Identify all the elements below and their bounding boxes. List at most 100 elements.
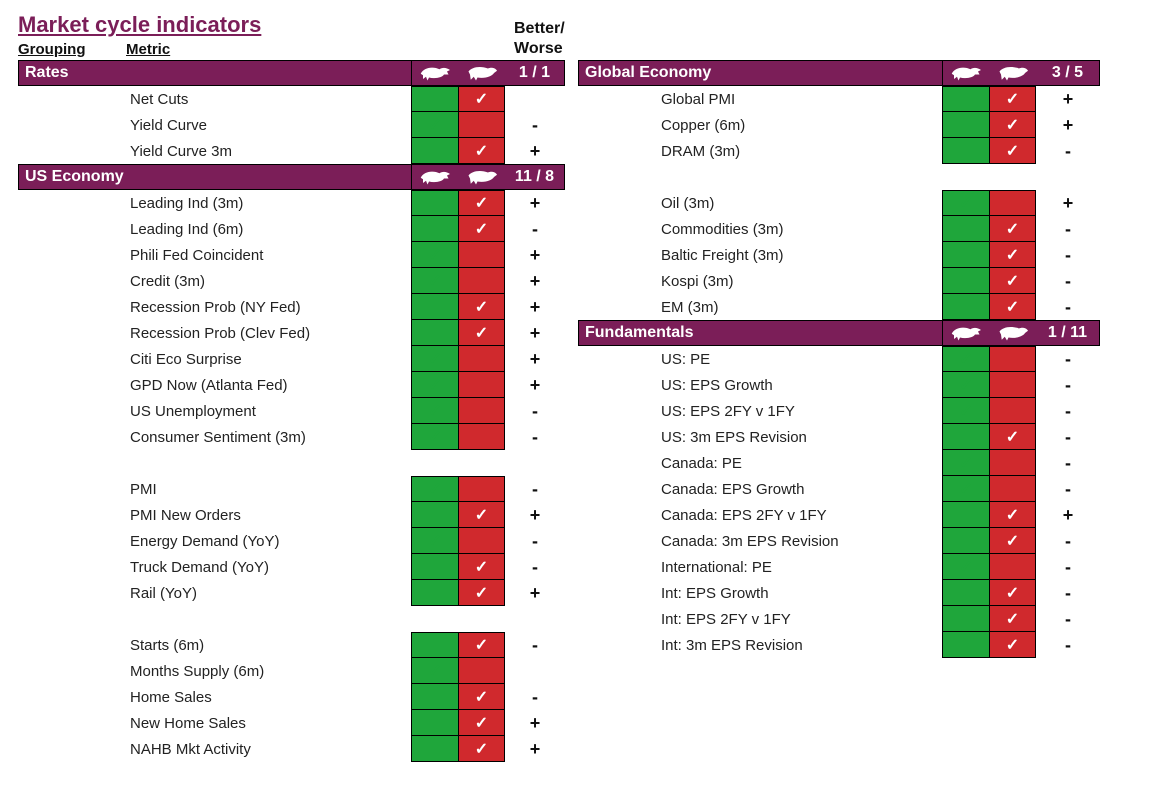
better-worse-cell: + bbox=[505, 580, 565, 606]
metric-label-cell: Net Cuts bbox=[126, 86, 411, 112]
bull-cell bbox=[411, 684, 458, 710]
table-row: Oil (3m) ✓ + bbox=[578, 190, 1132, 216]
metric-label-cell: Global PMI bbox=[657, 86, 942, 112]
better-worse-cell: - bbox=[1036, 632, 1100, 658]
better-worse-cell: - bbox=[1036, 606, 1100, 632]
metric-label-cell: Commodities (3m) bbox=[657, 216, 942, 242]
section-title: Fundamentals bbox=[578, 320, 942, 346]
better-worse-cell: - bbox=[505, 476, 565, 502]
metric-label-cell: EM (3m) bbox=[657, 294, 942, 320]
table-row: Credit (3m) ✓ + bbox=[18, 268, 608, 294]
metric-label-cell: US Unemployment bbox=[126, 398, 411, 424]
metric-label-cell: DRAM (3m) bbox=[657, 138, 942, 164]
row-pad bbox=[18, 372, 126, 398]
better-worse-cell: - bbox=[1036, 476, 1100, 502]
metric-label-cell: Copper (6m) bbox=[657, 112, 942, 138]
metric-label-cell: US: EPS 2FY v 1FY bbox=[657, 398, 942, 424]
bear-cell: ✓ bbox=[989, 138, 1036, 164]
row-pad bbox=[18, 502, 126, 528]
table-row: Consumer Sentiment (3m) ✓ - bbox=[18, 424, 608, 450]
row-pad bbox=[578, 502, 657, 528]
worse-label: Worse bbox=[514, 40, 586, 58]
bull-cell bbox=[411, 320, 458, 346]
row-pad bbox=[578, 580, 657, 606]
table-row: Recession Prob (NY Fed) ✓ + bbox=[18, 294, 608, 320]
bear-cell: ✓ bbox=[458, 216, 505, 242]
bull-cell: ✓ bbox=[942, 476, 989, 502]
bull-cell: ✓ bbox=[411, 242, 458, 268]
table-row: PMI ✓ - bbox=[18, 476, 608, 502]
metric-label-cell: Months Supply (6m) bbox=[126, 658, 411, 684]
bull-icon bbox=[417, 168, 453, 186]
bull-cell: ✓ bbox=[942, 450, 989, 476]
metric-label: Metric bbox=[126, 41, 514, 58]
row-pad bbox=[18, 112, 126, 138]
bull-cell: ✓ bbox=[411, 112, 458, 138]
metric-label-cell: US: PE bbox=[657, 346, 942, 372]
metric-label-cell: Canada: EPS 2FY v 1FY bbox=[657, 502, 942, 528]
better-worse-cell: + bbox=[505, 138, 565, 164]
table-row: Months Supply (6m) ✓ bbox=[18, 658, 608, 684]
bull-cell bbox=[942, 268, 989, 294]
better-worse-cell: + bbox=[1036, 190, 1100, 216]
bull-header-icon bbox=[942, 60, 989, 86]
spacer-row: . . bbox=[578, 164, 1132, 190]
bear-cell bbox=[989, 476, 1036, 502]
table-row: Energy Demand (YoY) ✓ - bbox=[18, 528, 608, 554]
bull-icon bbox=[948, 64, 984, 82]
row-pad bbox=[578, 372, 657, 398]
grouping-label: Grouping bbox=[18, 41, 126, 58]
metric-label-cell: Citi Eco Surprise bbox=[126, 346, 411, 372]
row-pad bbox=[578, 86, 657, 112]
metric-label-cell: Starts (6m) bbox=[126, 632, 411, 658]
metric-label-cell: Phili Fed Coincident bbox=[126, 242, 411, 268]
bear-cell bbox=[989, 398, 1036, 424]
bull-icon bbox=[948, 324, 984, 342]
table-row: GPD Now (Atlanta Fed) ✓ + bbox=[18, 372, 608, 398]
table-row: NAHB Mkt Activity ✓ + bbox=[18, 736, 608, 762]
bull-cell bbox=[942, 86, 989, 112]
bull-cell bbox=[942, 294, 989, 320]
bear-cell: ✓ bbox=[989, 606, 1036, 632]
bear-cell: ✓ bbox=[458, 294, 505, 320]
better-worse-cell: - bbox=[1036, 424, 1100, 450]
bull-cell: ✓ bbox=[411, 476, 458, 502]
row-pad bbox=[18, 268, 126, 294]
better-worse-cell: - bbox=[505, 528, 565, 554]
section-rows: Leading Ind (3m) ✓ + Leading Ind (6m) ✓ … bbox=[18, 190, 608, 762]
metric-label-cell: Canada: EPS Growth bbox=[657, 476, 942, 502]
bull-icon bbox=[417, 64, 453, 82]
table-row: US Unemployment ✓ - bbox=[18, 398, 608, 424]
row-pad bbox=[18, 398, 126, 424]
bear-cell: ✓ bbox=[989, 424, 1036, 450]
bull-cell: ✓ bbox=[411, 398, 458, 424]
better-worse-cell: + bbox=[1036, 112, 1100, 138]
table-row: EM (3m) ✓ - bbox=[578, 294, 1132, 320]
bull-cell: ✓ bbox=[942, 346, 989, 372]
better-worse-cell: - bbox=[505, 554, 565, 580]
section-rows: US: PE ✓ - US: EPS Growth ✓ - US: EPS 2F… bbox=[578, 346, 1132, 658]
bull-cell bbox=[942, 112, 989, 138]
bull-cell bbox=[411, 502, 458, 528]
columns: Rates 1 / 1 Net Cuts ✓ Yield Curve ✓ - bbox=[18, 60, 1144, 762]
row-pad bbox=[18, 684, 126, 710]
row-pad bbox=[18, 632, 126, 658]
metric-label-cell: Yield Curve 3m bbox=[126, 138, 411, 164]
metric-label-cell: Leading Ind (3m) bbox=[126, 190, 411, 216]
row-pad bbox=[578, 450, 657, 476]
bull-cell bbox=[942, 528, 989, 554]
section-header: US Economy 11 / 8 bbox=[18, 164, 608, 190]
bear-cell: ✓ bbox=[989, 86, 1036, 112]
metric-label-cell: GPD Now (Atlanta Fed) bbox=[126, 372, 411, 398]
row-pad bbox=[18, 320, 126, 346]
metric-label-cell: Leading Ind (6m) bbox=[126, 216, 411, 242]
row-pad bbox=[18, 294, 126, 320]
table-row: Citi Eco Surprise ✓ + bbox=[18, 346, 608, 372]
section-title: Rates bbox=[18, 60, 411, 86]
bear-cell bbox=[458, 476, 505, 502]
row-pad bbox=[18, 424, 126, 450]
metric-label-cell: Int: EPS Growth bbox=[657, 580, 942, 606]
row-pad bbox=[578, 190, 657, 216]
table-row: Truck Demand (YoY) ✓ - bbox=[18, 554, 608, 580]
bull-cell bbox=[411, 294, 458, 320]
